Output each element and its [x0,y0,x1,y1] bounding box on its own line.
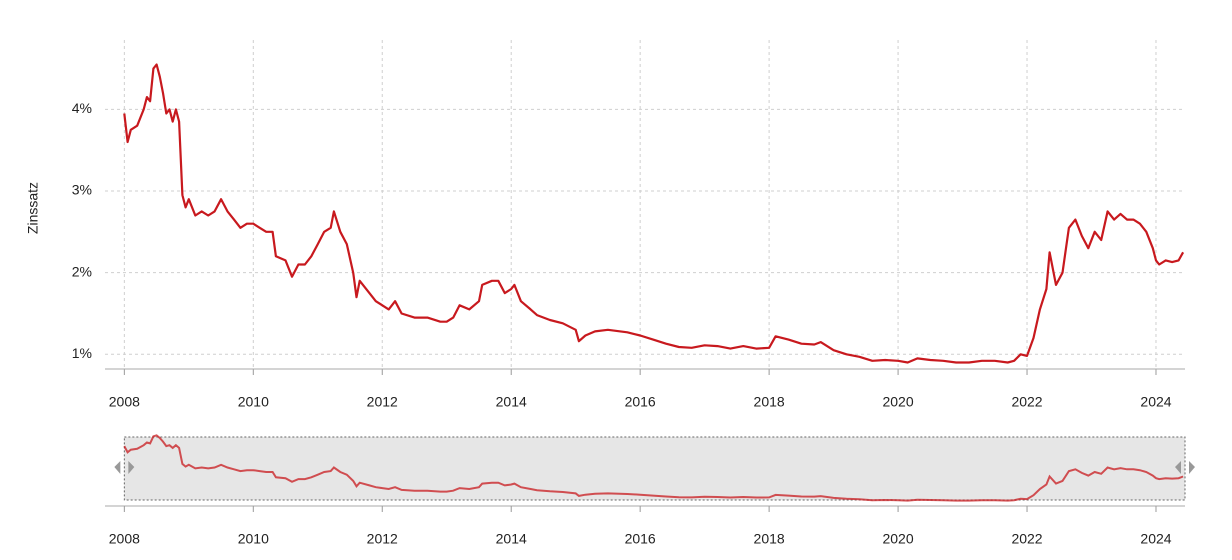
x-tick-label: 2008 [109,394,140,410]
navigator-handle[interactable] [114,461,121,474]
y-tick-label: 3% [72,182,92,198]
navigator-tick-label: 2016 [625,531,656,547]
x-tick-label: 2016 [625,394,656,410]
navigator-tick-label: 2014 [496,531,527,547]
x-tick-label: 2020 [882,394,913,410]
navigator-tick-label: 2022 [1011,531,1042,547]
line [123,63,1185,364]
navigator-tick-label: 2024 [1140,531,1171,547]
navigator-tick-label: 2020 [882,531,913,547]
y-tick-label: 1% [72,345,92,361]
x-tick-label: 2018 [754,394,785,410]
x-tick-label: 2014 [496,394,527,410]
x-tick-label: 2010 [238,394,269,410]
y-tick-label: 2% [72,263,92,279]
navigator-tick-label: 2018 [754,531,785,547]
navigator-handle[interactable] [128,461,135,474]
y-axis-title: Zinssatz [25,182,41,234]
navigator-tick-label: 2008 [109,531,140,547]
x-tick-label: 2012 [367,394,398,410]
x-tick-label: 2022 [1011,394,1042,410]
navigator-handle[interactable] [1175,461,1181,474]
navigator-selection [123,436,1186,501]
navigator-tick-label: 2010 [238,531,269,547]
navigator-handle[interactable] [1189,461,1195,474]
x-tick-label: 2024 [1140,394,1171,410]
navigator-tick-label: 2012 [367,531,398,547]
y-tick-label: 4% [72,100,92,116]
navigator-line [123,434,1184,502]
